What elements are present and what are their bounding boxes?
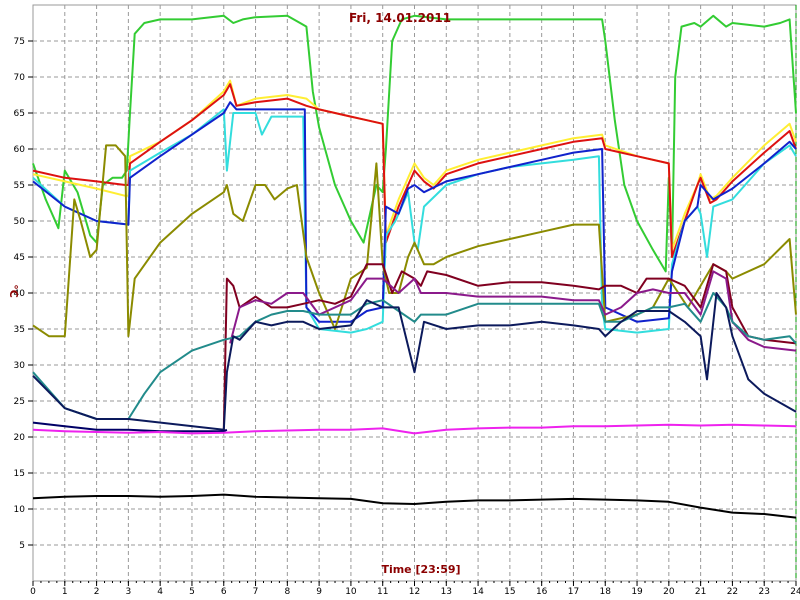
x-tick-label: 12 <box>409 587 420 597</box>
grid <box>33 5 796 581</box>
x-tick-label: 6 <box>221 587 227 597</box>
x-tick-label: 20 <box>663 587 675 597</box>
y-tick-label: 35 <box>14 325 25 335</box>
x-tick-label: 13 <box>441 587 452 597</box>
y-tick-label: 75 <box>14 37 25 47</box>
series-line-5 <box>32 101 797 323</box>
x-tick-label: 16 <box>536 587 548 597</box>
y-tick-label: 25 <box>14 397 25 407</box>
x-tick-label: 22 <box>727 587 738 597</box>
y-tick-label: 15 <box>14 469 25 479</box>
y-tick-label: 60 <box>14 145 26 155</box>
x-tick-label: 19 <box>631 587 643 597</box>
y-tick-label: 10 <box>14 505 26 515</box>
y-tick-label: 20 <box>14 433 26 443</box>
x-tick-label: 7 <box>253 587 259 597</box>
series-line-12 <box>32 423 797 435</box>
x-axis-label: Time [23:59] <box>381 563 460 576</box>
x-tick-label: 18 <box>600 587 612 597</box>
x-tick-label: 10 <box>345 587 357 597</box>
x-tick-label: 8 <box>284 587 290 597</box>
series-line-8 <box>229 270 797 352</box>
y-tick-label: 5 <box>19 541 25 551</box>
y-tick-label: 55 <box>14 181 25 191</box>
x-tick-label: 1 <box>62 587 68 597</box>
x-tick-label: 17 <box>568 587 579 597</box>
y-tick-label: 40 <box>14 289 26 299</box>
series-line-3 <box>32 83 797 258</box>
y-tick-label: 45 <box>14 253 25 263</box>
y-tick-label: 70 <box>14 73 26 83</box>
x-tick-label: 3 <box>126 587 132 597</box>
x-tick-label: 11 <box>377 587 388 597</box>
x-tick-label: 9 <box>316 587 322 597</box>
chart-title: Fri, 14.01.2011 <box>349 11 451 25</box>
series-line-10 <box>32 292 797 431</box>
x-tick-label: 0 <box>30 587 36 597</box>
y-tick-label: 65 <box>14 109 25 119</box>
y-axis-label: °C <box>7 284 20 298</box>
x-tick-label: 23 <box>758 587 769 597</box>
x-tick-label: 21 <box>695 587 706 597</box>
x-tick-label: 24 <box>790 587 800 597</box>
series-line-7 <box>222 263 797 430</box>
x-tick-label: 15 <box>504 587 515 597</box>
y-tick-label: 50 <box>14 217 26 227</box>
series-line-13 <box>32 493 797 519</box>
x-tick-label: 4 <box>157 587 163 597</box>
series-line-9 <box>32 292 797 420</box>
x-tick-label: 14 <box>472 587 484 597</box>
x-tick-label: 5 <box>189 587 195 597</box>
series-line-11 <box>32 421 228 433</box>
series-layer <box>32 14 797 519</box>
y-tick-label: 30 <box>14 361 26 371</box>
x-tick-label: 2 <box>94 587 100 597</box>
tick-labels: 0 1 2 3 4 5 6 7 8 9 10 11 12 13 14 15 16 17 18 19 20 21 22 23 24… <box>14 37 800 597</box>
